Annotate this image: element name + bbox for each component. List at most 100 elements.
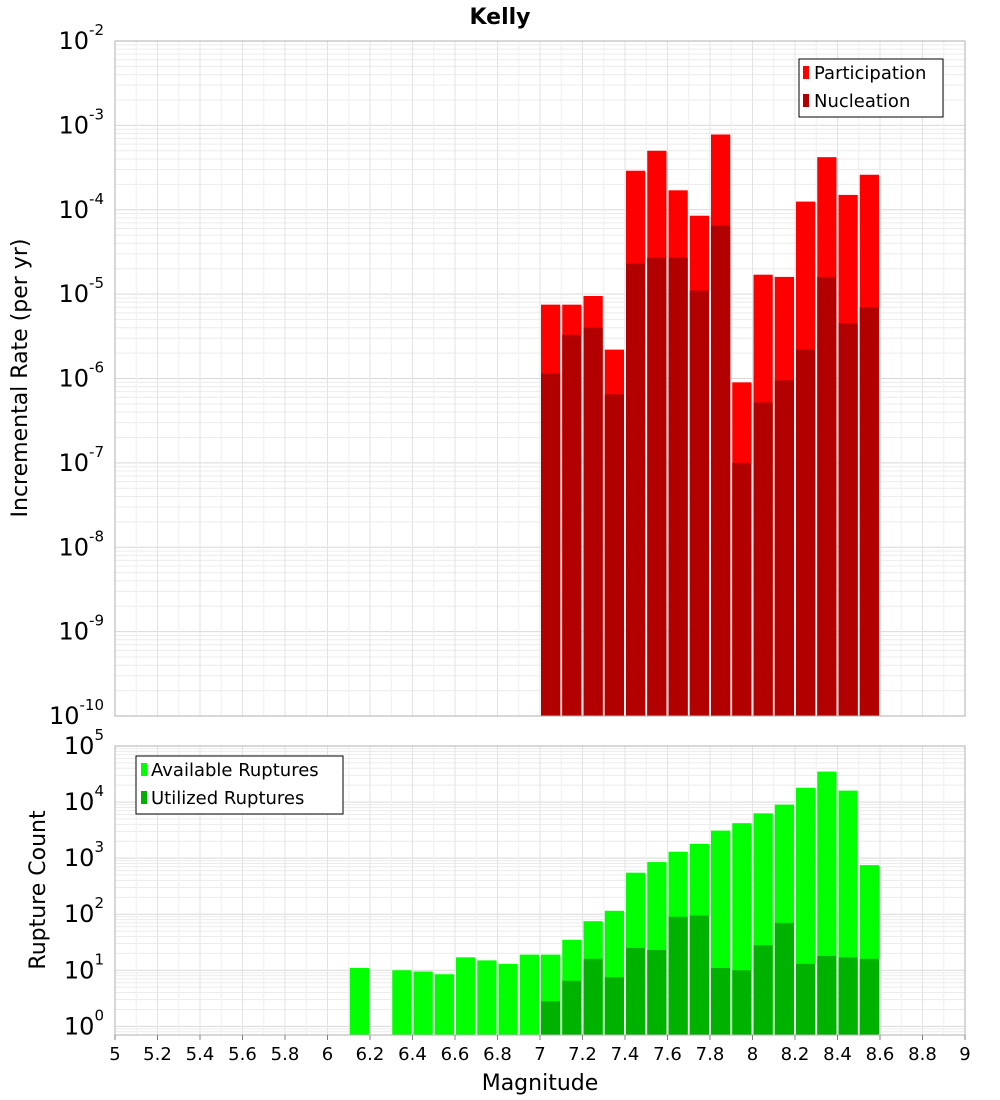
top-bar-nucleation (838, 323, 858, 716)
bottom-bar-utilized-ruptures (626, 947, 646, 1035)
x-tick-label: 6.4 (398, 1044, 427, 1065)
x-tick-label: 7 (534, 1044, 545, 1065)
top-bar-nucleation (817, 276, 837, 716)
bottom-bars (349, 771, 879, 1035)
top-y-tick-label: 10-9 (58, 612, 104, 646)
x-tick-label: 5.6 (228, 1044, 257, 1065)
bottom-bar-utilized-ruptures (774, 922, 794, 1035)
top-bar-nucleation (604, 394, 624, 716)
top-legend-box (798, 58, 944, 118)
x-tick-labels: 5 5.2 5.4 5.6 5.8 6 6.2 6.4 6.6 6.8 7 7.2 7.4 7.6 7.8 8… (109, 1035, 971, 1065)
bottom-bar-utilized-ruptures (562, 980, 582, 1035)
top-bar-nucleation (859, 307, 879, 716)
top-gridlines (114, 40, 966, 717)
x-tick-label: 6.8 (483, 1044, 512, 1065)
top-bar-nucleation (753, 402, 773, 716)
x-tick-label: 5.8 (271, 1044, 300, 1065)
bottom-bar-utilized-ruptures (753, 945, 773, 1035)
x-tick-label: 6 (322, 1044, 333, 1065)
legend-swatch-nucleation (803, 94, 809, 107)
x-tick-label: 7.6 (653, 1044, 682, 1065)
bottom-bar-available-ruptures (413, 971, 433, 1035)
bottom-bar-utilized-ruptures (732, 970, 752, 1035)
top-bar-nucleation (562, 334, 582, 716)
legend-label-available: Available Ruptures (151, 760, 319, 781)
bottom-bar-available-ruptures (349, 967, 369, 1035)
x-tick-label: 8 (747, 1044, 758, 1065)
top-y-axis-label: Incremental Rate (per yr) (8, 239, 33, 518)
x-tick-label: 7.4 (611, 1044, 640, 1065)
top-bar-nucleation (711, 225, 731, 716)
top-bar-nucleation (583, 327, 603, 716)
bottom-panel: 100 101 102 103 104 105 5 5.2 5.4 5.6 5.8 6 6.2 6.4 6… (26, 726, 971, 1096)
top-bar-nucleation (774, 380, 794, 716)
bottom-y-tick-label: 105 (64, 726, 104, 760)
bottom-y-tick-label: 103 (64, 838, 104, 872)
x-tick-label: 8.6 (866, 1044, 895, 1065)
top-y-tick-label: 10-4 (58, 190, 104, 224)
x-axis-label: Magnitude (482, 1071, 599, 1096)
bottom-bar-utilized-ruptures (711, 967, 731, 1035)
x-tick-label: 6.2 (356, 1044, 385, 1065)
bottom-bar-utilized-ruptures (796, 963, 816, 1035)
legend-swatch-participation (803, 66, 809, 79)
bottom-bar-available-ruptures (519, 954, 539, 1035)
bottom-bar-utilized-ruptures (668, 916, 688, 1035)
legend-label-utilized: Utilized Ruptures (151, 788, 304, 809)
x-tick-label: 5.2 (143, 1044, 172, 1065)
top-bar-nucleation (647, 257, 667, 716)
top-bar-nucleation (541, 373, 561, 716)
top-plot-frame (114, 40, 966, 717)
bottom-bar-utilized-ruptures (817, 955, 837, 1035)
bottom-y-tick-label: 100 (64, 1006, 104, 1040)
bottom-bar-utilized-ruptures (604, 977, 624, 1035)
top-panel: 10-10 10-9 10-8 10-7 10-6 10-5 10-4 10-3 10-2 In… (8, 21, 966, 730)
bottom-bar-utilized-ruptures (838, 957, 858, 1035)
bottom-bar-available-ruptures (456, 957, 476, 1035)
top-legend: Participation Nucleation (798, 58, 944, 118)
top-y-tick-label: 10-5 (58, 274, 104, 308)
bottom-bar-available-ruptures (434, 974, 454, 1035)
bottom-legend: Available Ruptures Utilized Ruptures (135, 755, 344, 815)
bottom-bar-available-ruptures (498, 963, 518, 1035)
bottom-bar-utilized-ruptures (541, 1001, 561, 1035)
chart-title: Kelly (469, 5, 530, 30)
x-tick-label: 7.2 (568, 1044, 597, 1065)
top-bar-nucleation (668, 257, 688, 716)
legend-label-participation: Participation (814, 63, 926, 84)
legend-label-nucleation: Nucleation (814, 91, 910, 112)
x-tick-label: 5 (109, 1044, 120, 1065)
top-bar-nucleation (732, 462, 752, 716)
top-y-tick-label: 10-3 (58, 105, 104, 139)
bottom-legend-box (135, 755, 344, 815)
legend-swatch-available (141, 763, 147, 776)
top-y-tick-label: 10-10 (49, 696, 104, 730)
legend-swatch-utilized (141, 791, 147, 804)
x-tick-label: 6.6 (441, 1044, 470, 1065)
bottom-bar-available-ruptures (477, 960, 497, 1035)
top-bar-nucleation (796, 349, 816, 716)
bottom-bar-available-ruptures (392, 970, 412, 1035)
top-bar-nucleation (626, 263, 646, 716)
bottom-y-tick-label: 104 (64, 782, 104, 816)
x-tick-label: 7.8 (696, 1044, 725, 1065)
x-tick-label: 5.4 (186, 1044, 215, 1065)
bottom-bar-utilized-ruptures (859, 958, 879, 1035)
top-y-tick-label: 10-2 (58, 21, 104, 55)
x-tick-label: 9 (959, 1044, 970, 1065)
top-y-tick-label: 10-8 (58, 527, 104, 561)
bottom-bar-utilized-ruptures (583, 958, 603, 1035)
top-bars (541, 134, 879, 717)
bottom-bar-utilized-ruptures (689, 915, 709, 1035)
bottom-y-tick-labels: 100 101 102 103 104 105 (64, 726, 104, 1040)
x-tick-label: 8.8 (908, 1044, 937, 1065)
bottom-y-tick-label: 102 (64, 894, 104, 928)
top-y-tick-label: 10-6 (58, 359, 104, 393)
top-y-tick-labels: 10-10 10-9 10-8 10-7 10-6 10-5 10-4 10-3 10-2 (49, 21, 104, 730)
top-bar-nucleation (689, 290, 709, 716)
bottom-bar-utilized-ruptures (647, 949, 667, 1035)
top-y-tick-label: 10-7 (58, 443, 104, 477)
x-tick-label: 8.2 (781, 1044, 810, 1065)
